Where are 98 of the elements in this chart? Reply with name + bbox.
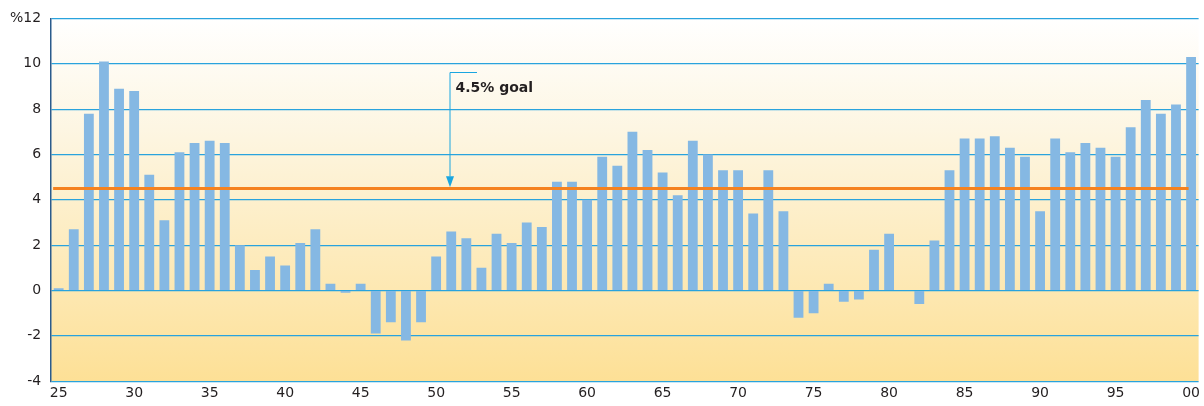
- x-tick-label: 55: [502, 384, 521, 401]
- x-tick-label: 30: [125, 384, 144, 401]
- bar: [83, 113, 94, 290]
- bar: [627, 131, 638, 290]
- bar: [159, 220, 170, 290]
- bar: [1080, 143, 1091, 290]
- bar: [1110, 156, 1121, 290]
- bar: [99, 61, 109, 290]
- x-tick-label: 40: [276, 384, 295, 401]
- bar: [401, 291, 411, 341]
- bar: [491, 233, 502, 290]
- x-tick-label: 65: [653, 384, 672, 401]
- bar: [884, 233, 894, 290]
- x-tick-label: 50: [427, 384, 446, 401]
- bar: [506, 242, 517, 290]
- bar: [657, 172, 668, 290]
- bar: [461, 238, 472, 290]
- bar: [642, 149, 653, 290]
- y-tick-label: 10: [23, 54, 42, 71]
- bar: [733, 170, 744, 290]
- y-tick-label: %12: [9, 9, 42, 26]
- bar: [552, 181, 562, 290]
- bar: [869, 249, 879, 290]
- annotation: 4.5% goal: [455, 78, 534, 95]
- bar: [748, 213, 759, 290]
- bar: [1004, 147, 1015, 290]
- bar: [718, 170, 728, 290]
- bar: [1125, 127, 1136, 290]
- bar: [582, 199, 593, 290]
- bar: [989, 136, 1000, 290]
- bar: [672, 195, 683, 290]
- bar: [174, 152, 185, 290]
- bar: [234, 245, 245, 290]
- bar: [853, 291, 864, 300]
- bar: [612, 165, 623, 290]
- bar: [219, 143, 230, 290]
- bar: [838, 291, 849, 302]
- bar: [521, 222, 532, 290]
- bar: [310, 229, 321, 290]
- bar: [476, 267, 487, 290]
- x-tick-label: 25: [49, 384, 68, 401]
- bar: [265, 256, 275, 290]
- bar: [974, 138, 985, 290]
- y-tick-label: -4: [27, 371, 42, 388]
- bar: [370, 291, 381, 334]
- y-tick-label: 2: [32, 235, 42, 252]
- x-tick-label: 00: [1182, 384, 1200, 401]
- bar: [1095, 147, 1106, 290]
- bar: [1020, 156, 1030, 290]
- bar: [808, 291, 819, 314]
- x-tick-label: 35: [200, 384, 219, 401]
- bar: [914, 291, 925, 305]
- x-tick-label: 85: [955, 384, 974, 401]
- bar: [597, 156, 608, 290]
- bar: [944, 170, 955, 290]
- bar: [929, 240, 940, 290]
- bar: [793, 291, 804, 318]
- bar: [1065, 152, 1076, 290]
- bar: [778, 211, 789, 290]
- bar: [1155, 113, 1166, 290]
- bar: [295, 242, 306, 290]
- y-tick-label: -2: [27, 326, 42, 343]
- bar: [536, 227, 547, 290]
- bar: [763, 170, 774, 290]
- x-tick-label: 70: [729, 384, 748, 401]
- bar: [250, 270, 260, 290]
- bar: [68, 229, 79, 290]
- x-tick-label: 80: [880, 384, 899, 401]
- x-tick-label: 95: [1106, 384, 1125, 401]
- bar: [1035, 211, 1045, 290]
- bar: [687, 140, 698, 290]
- y-tick-label: 0: [32, 281, 42, 298]
- x-tick-label: 75: [804, 384, 823, 401]
- bar: [189, 143, 200, 290]
- bar: [1140, 100, 1151, 290]
- bar: [1186, 56, 1196, 290]
- bar: [114, 88, 124, 290]
- y-tick-label: 4: [32, 190, 42, 207]
- bar: [431, 256, 442, 290]
- bar: [280, 265, 291, 290]
- bar: [129, 90, 140, 290]
- bar: [1050, 138, 1061, 290]
- y-tick-label: 6: [32, 145, 42, 162]
- bar: [1171, 104, 1181, 290]
- bar: [204, 140, 215, 290]
- bar: [703, 154, 713, 290]
- x-tick-label: 90: [1031, 384, 1049, 401]
- bar: [355, 283, 366, 290]
- x-tick-label: 60: [578, 384, 597, 401]
- bar: [446, 231, 457, 290]
- y-tick-label: 8: [32, 99, 42, 116]
- bar: [959, 138, 970, 290]
- bar: [823, 283, 834, 290]
- bar: [416, 291, 426, 323]
- bar: [567, 181, 577, 290]
- x-tick-label: 45: [351, 384, 370, 401]
- bar: [385, 291, 396, 323]
- bar: [144, 174, 155, 290]
